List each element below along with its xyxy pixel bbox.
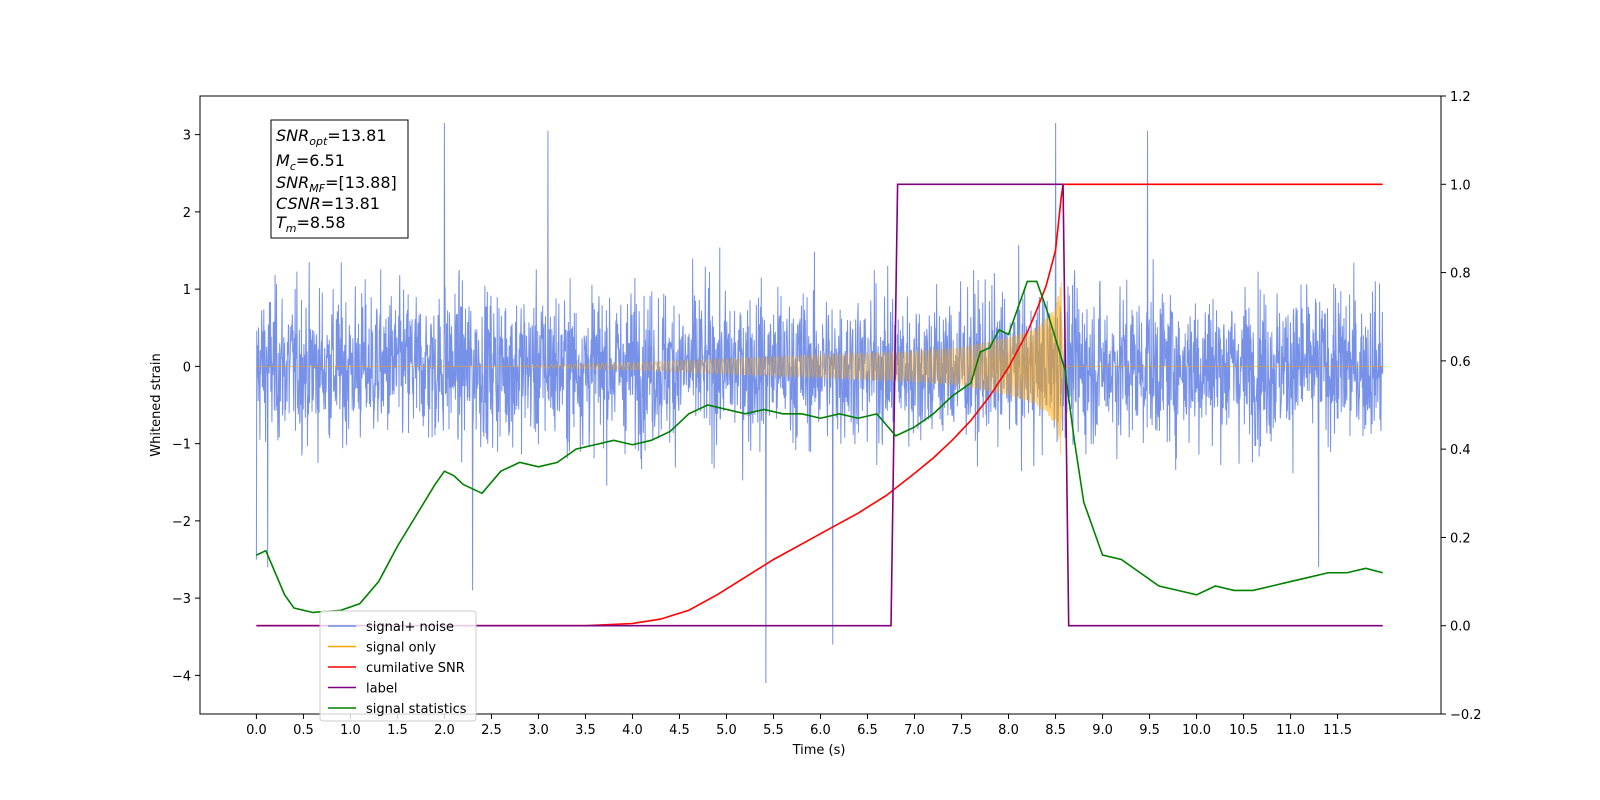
info-snr-mf-sub: MF [309, 182, 325, 195]
y-right-tick-label: 0.2 [1450, 531, 1471, 546]
y-right-tick-label: 0.0 [1450, 620, 1471, 635]
x-tick-label: 4.5 [669, 723, 690, 738]
info-mc: Mc=6.51 [276, 151, 345, 173]
series-signal-only [256, 281, 1385, 455]
x-tick-label: 0.5 [293, 723, 314, 738]
info-box-frame [270, 119, 409, 239]
y-left-tick-label: 2 [183, 206, 191, 221]
x-axis-label: Time (s) [792, 743, 846, 758]
info-mc-value: =6.51 [296, 151, 345, 170]
x-tick-label: 2.0 [434, 723, 455, 738]
y-axis-right: 1.2 1.0 0.8 0.6 0.4 0.2 0.0 −0.2 [1441, 90, 1482, 723]
legend-label: signal statistics [366, 702, 467, 717]
info-mc-label: M [276, 151, 290, 170]
x-tick-label: 8.0 [998, 723, 1019, 738]
x-tick-label: 8.5 [1045, 723, 1066, 738]
x-tick-label: 5.5 [763, 723, 784, 738]
info-tm-sub: m [286, 222, 297, 235]
x-tick-label: 7.5 [951, 723, 972, 738]
series-signal-plus-noise [255, 123, 1384, 684]
legend-label: label [366, 682, 397, 697]
legend-frame [319, 610, 477, 722]
legend-label: signal+ noise [366, 620, 454, 635]
info-snr-opt: SNRopt=13.81 [276, 126, 387, 148]
x-tick-label: 10.0 [1182, 723, 1211, 738]
y-axis-left: 3 2 1 0 −1 −2 −3 −4 [172, 129, 200, 684]
info-box: SNRopt=13.81 Mc=6.51 SNRMF=[13.88] CSNR=… [270, 119, 409, 239]
y-right-tick-label: 1.0 [1450, 178, 1471, 193]
y-left-tick-label: 1 [183, 283, 191, 298]
series-label [256, 183, 1383, 627]
x-tick-label: 7.0 [904, 723, 925, 738]
info-snr-opt-label: SNR [276, 126, 309, 145]
y-left-tick-label: 0 [183, 360, 191, 375]
x-tick-label: 10.5 [1229, 723, 1258, 738]
y-left-tick-label: −1 [172, 438, 191, 453]
y-right-tick-label: −0.2 [1450, 708, 1482, 723]
info-tm: Tm=8.58 [276, 213, 346, 235]
x-tick-label: 6.5 [857, 723, 878, 738]
x-tick-label: 1.5 [387, 723, 408, 738]
info-tm-label: T [276, 213, 287, 232]
x-axis: 0.0 0.5 1.0 1.5 2.0 2.5 3.0 3.5 4.0 4.5 5.0 5.5 6.0 6… [246, 714, 1352, 738]
x-tick-label: 2.5 [481, 723, 502, 738]
info-snr-mf-label: SNR [276, 173, 309, 192]
y-right-tick-label: 1.2 [1450, 90, 1471, 105]
y-left-tick-label: −2 [172, 515, 191, 530]
x-tick-label: 11.5 [1323, 723, 1352, 738]
x-tick-label: 3.5 [575, 723, 596, 738]
x-tick-label: 5.0 [716, 723, 737, 738]
series-cumilative-snr [256, 183, 1383, 627]
info-snr-mf: SNRMF=[13.88] [276, 173, 397, 195]
x-tick-label: 4.0 [622, 723, 643, 738]
y-right-tick-label: 0.6 [1450, 355, 1471, 370]
x-tick-label: 9.0 [1092, 723, 1113, 738]
x-tick-label: 11.0 [1276, 723, 1305, 738]
info-snr-opt-value: =13.81 [327, 126, 386, 145]
x-tick-label: 6.0 [810, 723, 831, 738]
info-snr-mf-value: =[13.88] [325, 173, 397, 192]
x-tick-label: 9.5 [1139, 723, 1160, 738]
x-tick-label: 1.0 [340, 723, 361, 738]
info-mc-sub: c [290, 160, 296, 173]
y-left-tick-label: −3 [172, 592, 191, 607]
info-csnr-label: CSNR [276, 194, 321, 213]
x-tick-label: 0.0 [246, 723, 267, 738]
info-csnr-value: =13.81 [321, 194, 380, 213]
info-snr-opt-sub: opt [309, 135, 328, 148]
series-signal-statistics [256, 280, 1383, 614]
y-right-tick-label: 0.8 [1450, 267, 1471, 282]
x-tick-label: 3.0 [528, 723, 549, 738]
legend-label: signal only [366, 641, 436, 656]
legend: signal+ noise signal only cumilative SNR la… [319, 610, 477, 722]
info-csnr: CSNR=13.81 [276, 194, 380, 213]
y-left-tick-label: −4 [172, 669, 191, 684]
y-axis-label: Whitened strain [149, 353, 164, 456]
y-right-tick-label: 0.4 [1450, 443, 1471, 458]
legend-label: cumilative SNR [366, 661, 465, 676]
series-layer [255, 123, 1385, 684]
y-left-tick-label: 3 [183, 129, 191, 144]
info-tm-value: =8.58 [297, 213, 346, 232]
